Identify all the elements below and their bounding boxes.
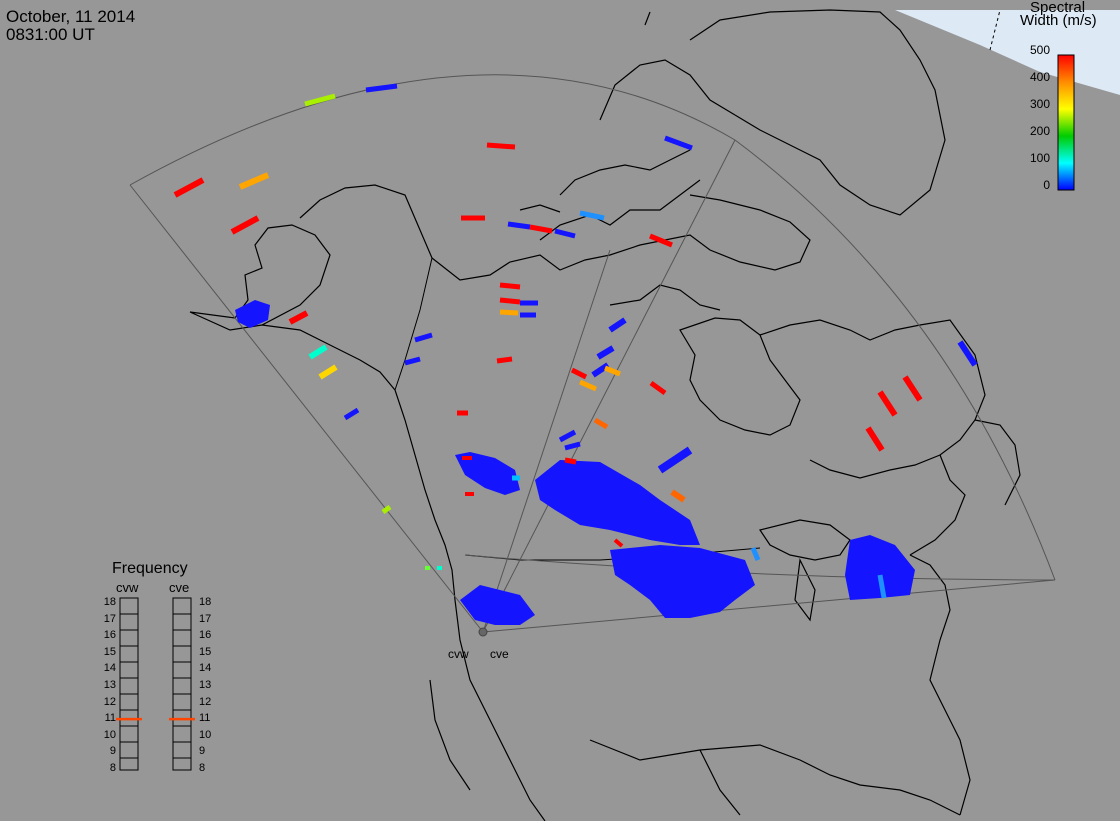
frequency-level-label: 14 bbox=[103, 662, 116, 675]
frequency-radar-label: cve bbox=[169, 580, 190, 595]
frequency-level-label: 18 bbox=[199, 596, 212, 608]
frequency-bar-ticks bbox=[120, 613, 191, 759]
colorbar-tick: 100 bbox=[1029, 151, 1050, 165]
frequency-level-label: 16 bbox=[103, 629, 116, 642]
field-of-view bbox=[129, 74, 1056, 633]
radar-echoes bbox=[235, 83, 978, 625]
frequency-level-label: 18 bbox=[103, 596, 116, 608]
header-date: October, 11 2014 bbox=[6, 7, 136, 26]
frequency-level-label: 17 bbox=[103, 612, 116, 625]
frequency-level-label: 17 bbox=[199, 612, 212, 625]
colorbar bbox=[1057, 54, 1075, 191]
frequency-title: Frequency bbox=[112, 560, 188, 577]
colorbar-tick: 0 bbox=[1043, 178, 1050, 192]
frequency-bars bbox=[119, 597, 192, 771]
colorbar-tick: 200 bbox=[1029, 124, 1050, 138]
colorbar-tick: 400 bbox=[1029, 70, 1050, 84]
frequency-radar-label: cvw bbox=[116, 580, 139, 595]
colorbar-tick: 300 bbox=[1029, 97, 1050, 111]
frequency-level-label: 9 bbox=[109, 745, 116, 758]
frequency-level-label: 14 bbox=[199, 662, 212, 675]
coastlines bbox=[189, 9, 1021, 821]
frequency-level-label: 13 bbox=[103, 679, 116, 691]
colorbar-tick: 500 bbox=[1029, 43, 1050, 57]
frequency-level-label: 10 bbox=[103, 728, 116, 741]
radar-site-label: cve bbox=[490, 647, 509, 661]
frequency-level-label: 8 bbox=[109, 762, 116, 774]
radar-site-marker bbox=[478, 627, 488, 637]
frequency-level-label: 8 bbox=[199, 762, 206, 774]
frequency-level-label: 12 bbox=[103, 695, 116, 708]
frequency-level-label: 10 bbox=[199, 728, 212, 741]
frequency-level-label: 11 bbox=[199, 712, 211, 725]
radar-site-label: cvw bbox=[448, 647, 469, 661]
ice-boundary-line bbox=[989, 9, 1001, 51]
frequency-level-label: 9 bbox=[199, 745, 206, 758]
frequency-level-label: 11 bbox=[104, 712, 116, 725]
colorbar-title-line2: Width (m/s) bbox=[1020, 12, 1097, 29]
frequency-level-label: 12 bbox=[199, 695, 212, 708]
frequency-level-label: 13 bbox=[199, 679, 212, 691]
frequency-level-label: 16 bbox=[199, 629, 212, 642]
radar-echoes-warm bbox=[173, 93, 923, 599]
frequency-level-label: 15 bbox=[199, 645, 212, 658]
header-time: 0831:00 UT bbox=[6, 25, 95, 44]
colorbar-title-line1: Spectral bbox=[1030, 0, 1086, 16]
frequency-level-label: 15 bbox=[103, 645, 116, 658]
